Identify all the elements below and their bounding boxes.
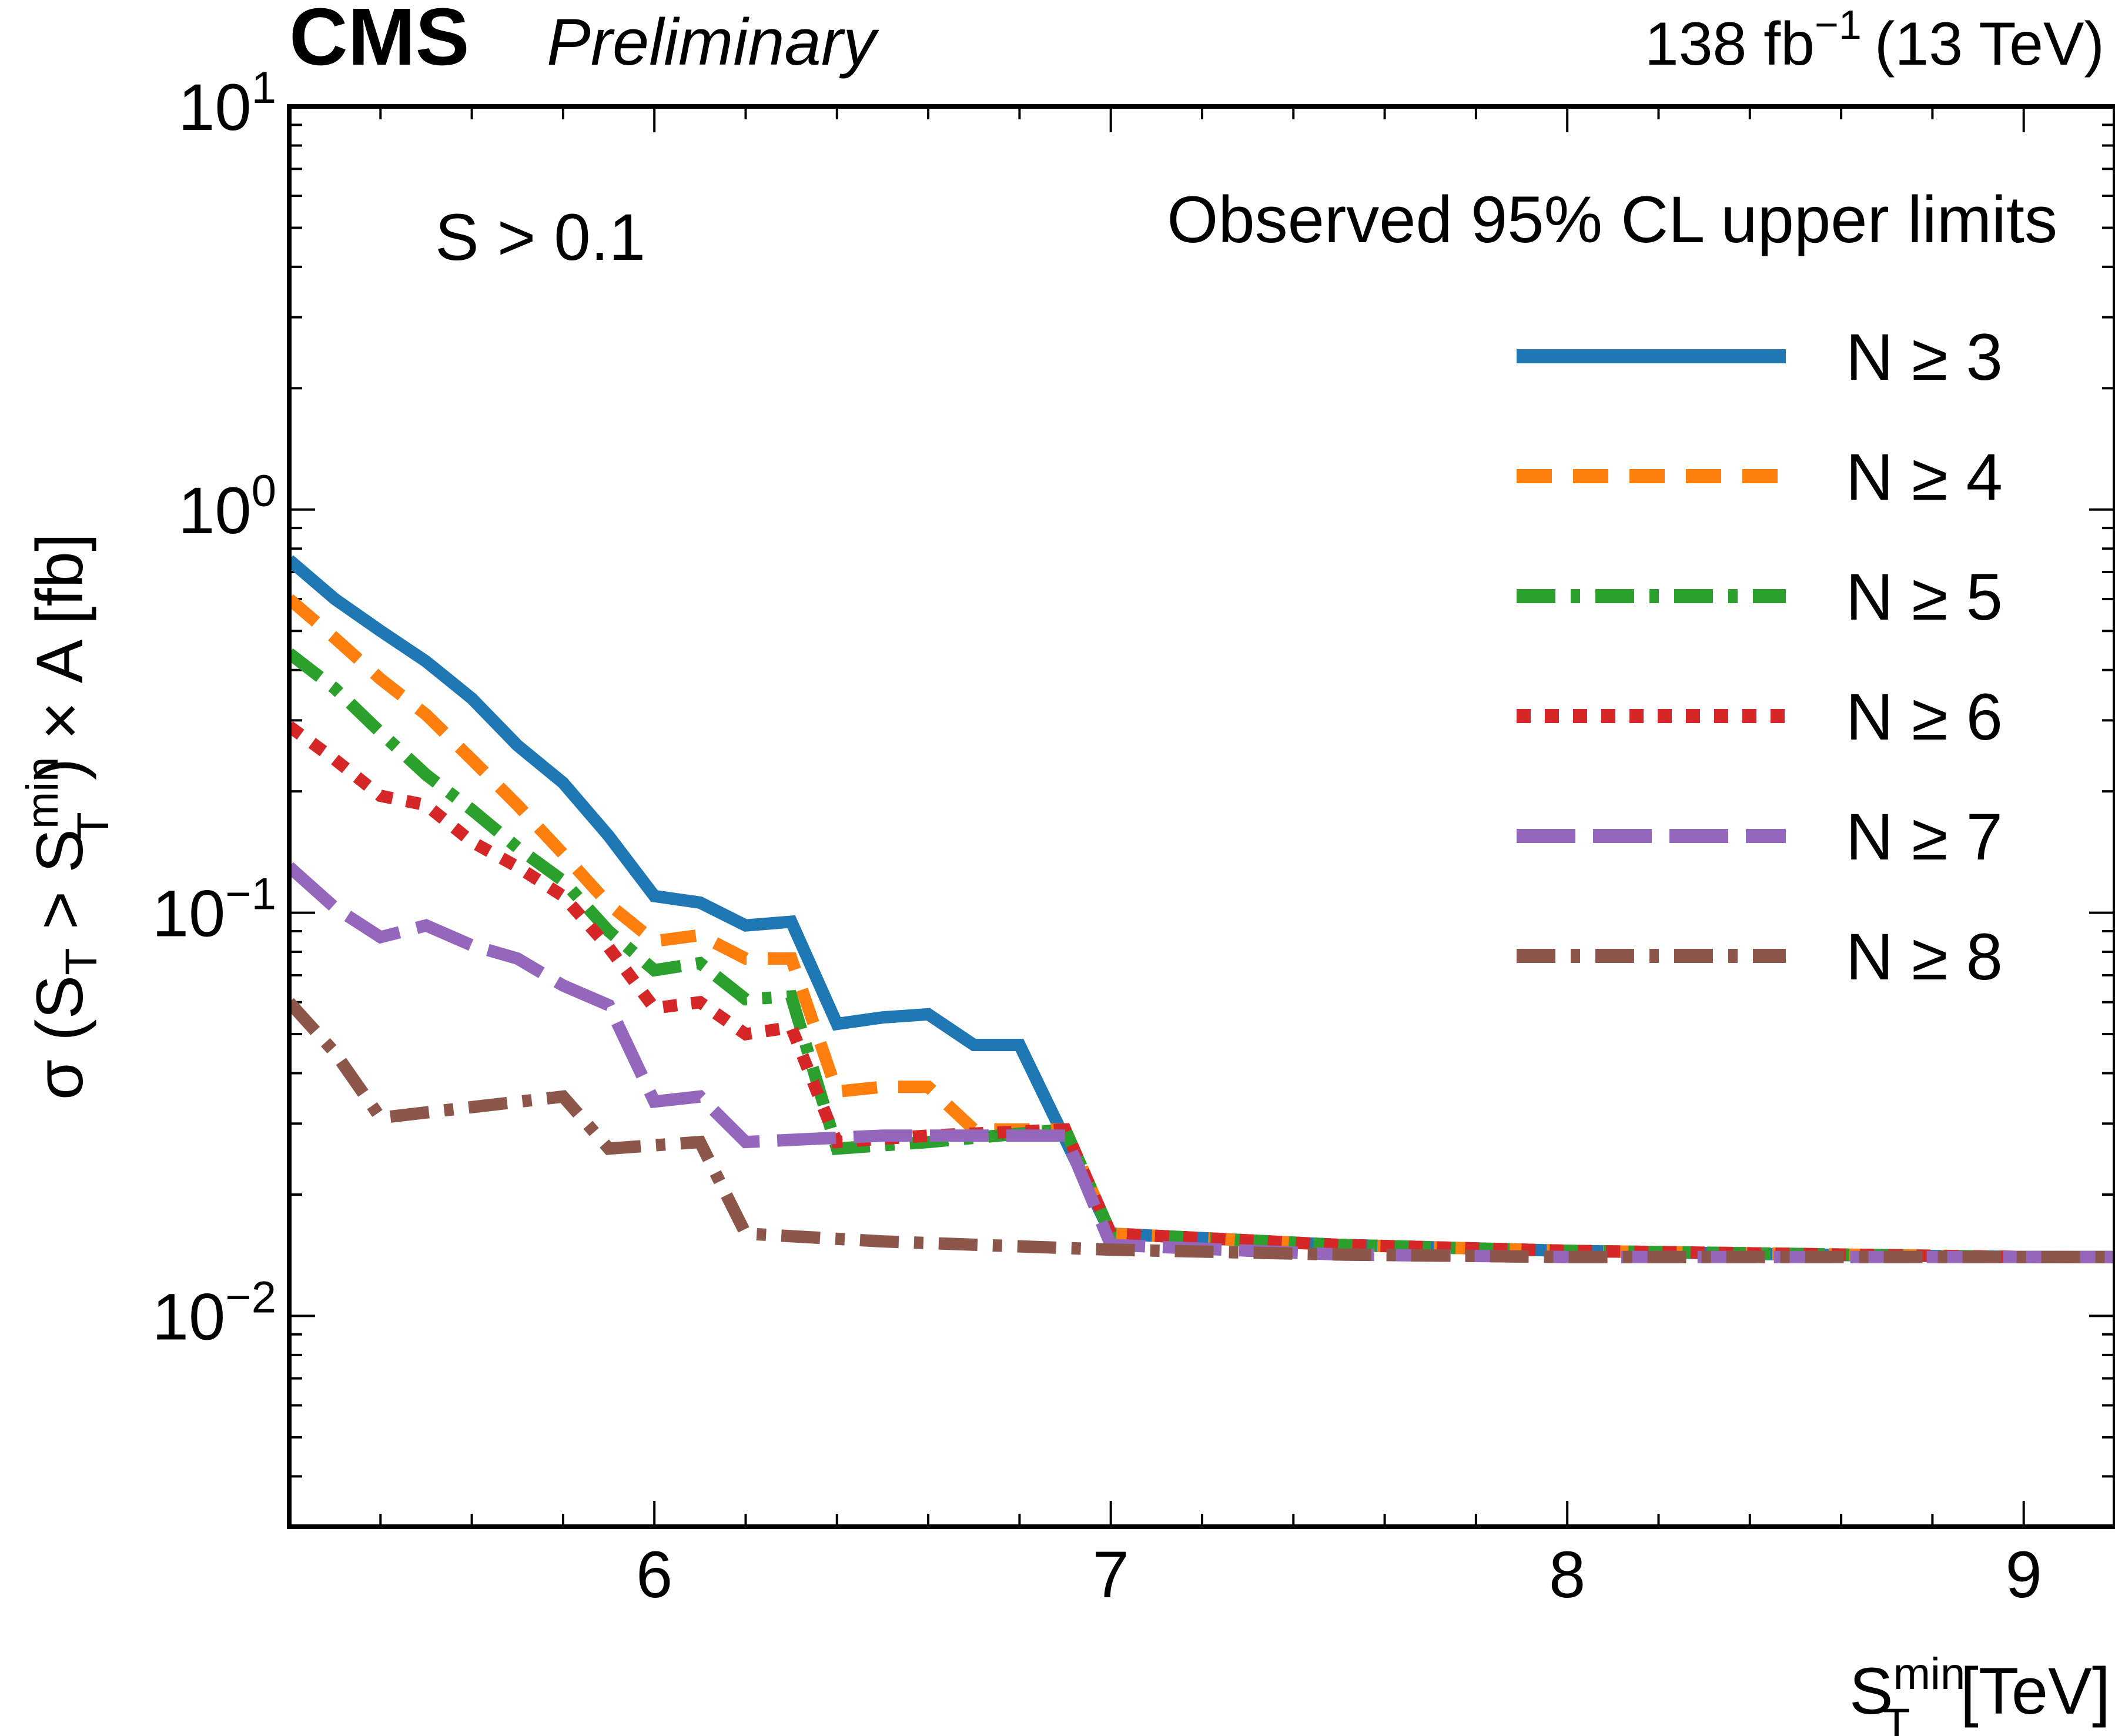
series-line-n3 — [289, 555, 2115, 1263]
series-line-n5 — [289, 648, 2115, 1263]
x-axis-label: Smin T [TeV] — [1849, 1649, 2110, 1736]
lumi-value: 138 fb — [1645, 10, 1815, 78]
y-tick-label: 100 — [178, 466, 276, 547]
y-tick-label: 101 — [178, 63, 276, 144]
legend-label-n3: N ≥ 3 — [1846, 320, 2003, 394]
axis-ticks: 6 7 8 9 10−2 10−1 100 101 — [152, 63, 2115, 1611]
plot-frame — [287, 104, 2115, 1529]
series-line-n4 — [289, 594, 2115, 1263]
lumi-label: 138 fb−1 (13 TeV) — [1645, 2, 2104, 78]
y-tick-label: 10−2 — [152, 1272, 276, 1353]
y-tick-label: 10−1 — [152, 869, 276, 951]
energy-label: (13 TeV) — [1875, 10, 2104, 78]
svg-text:σ (ST > SminT) × A [fb]: σ (ST > SminT) × A [fb] — [18, 533, 118, 1100]
x-tick-label: 9 — [2006, 1538, 2042, 1611]
series-layer — [289, 555, 2115, 1263]
series-line-n7 — [289, 862, 2115, 1263]
y-axis-label: σ (ST > SminT) × A [fb] — [18, 533, 118, 1100]
legend-title: Observed 95% CL upper limits — [1167, 183, 2057, 256]
legend-label-n6: N ≥ 6 — [1846, 680, 2003, 754]
legend: N ≥ 3 N ≥ 4 N ≥ 5 N ≥ 6 N ≥ 7 N ≥ 8 — [1517, 320, 2003, 994]
x-tick-label: 7 — [1093, 1538, 1129, 1611]
legend-label-n5: N ≥ 5 — [1846, 560, 2003, 634]
x-tick-label: 6 — [636, 1538, 672, 1611]
cut-annotation: S > 0.1 — [435, 200, 645, 274]
cms-label: CMS — [289, 0, 470, 82]
legend-label-n8: N ≥ 8 — [1846, 920, 2003, 994]
legend-label-n7: N ≥ 7 — [1846, 800, 2003, 874]
preliminary-label: Preliminary — [547, 5, 879, 79]
x-tick-label: 8 — [1549, 1538, 1585, 1611]
lumi-exponent: −1 — [1815, 2, 1862, 48]
legend-label-n4: N ≥ 4 — [1846, 440, 2003, 514]
series-line-n8 — [289, 998, 2115, 1263]
series-line-n6 — [289, 721, 2115, 1263]
